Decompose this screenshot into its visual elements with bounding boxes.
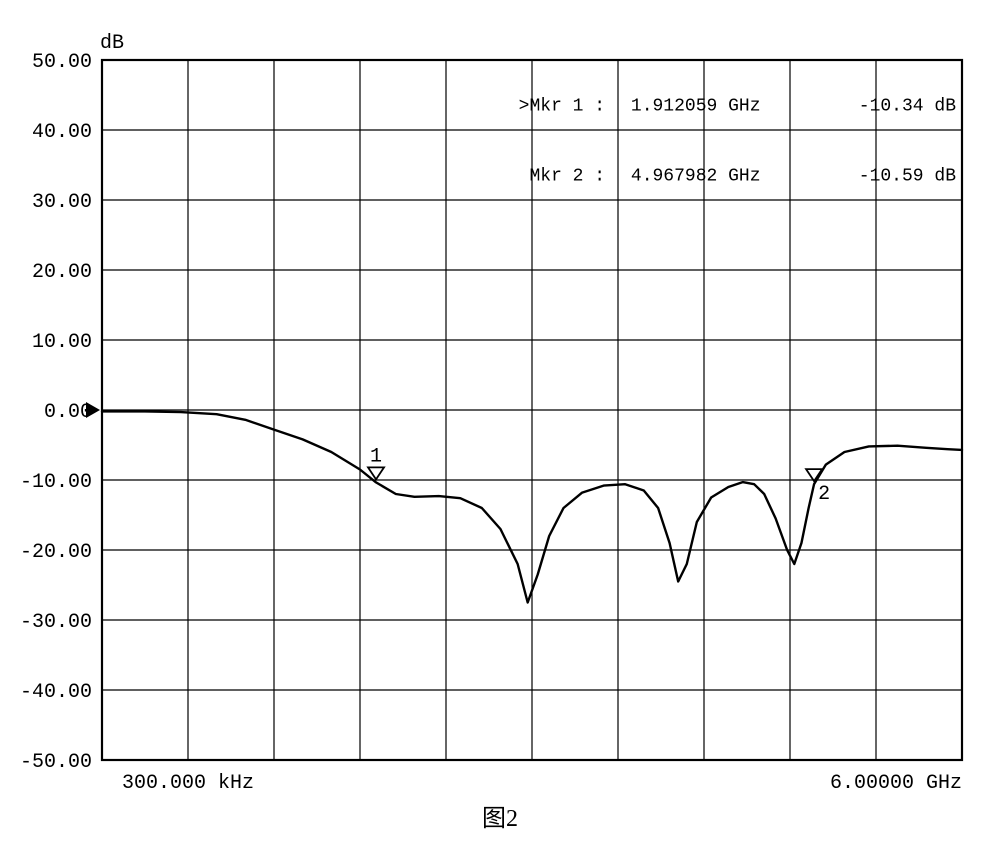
svg-text:4.967982 GHz: 4.967982 GHz	[631, 166, 761, 186]
svg-text:-10.59 dB: -10.59 dB	[859, 166, 956, 186]
svg-text:1.912059 GHz: 1.912059 GHz	[631, 96, 761, 116]
svg-text:>Mkr 1 :: >Mkr 1 :	[519, 96, 605, 116]
y-tick-label: -10.00	[20, 471, 92, 494]
y-tick-label: 30.00	[32, 191, 92, 214]
frequency-response-chart: 50.00 40.00 30.00 20.00 10.00 0.00 -10.00 -20.0…	[20, 20, 980, 790]
svg-text:Mkr 2 :: Mkr 2 :	[529, 166, 605, 186]
y-tick-label: 0.00	[44, 401, 92, 424]
y-unit-label: dB	[100, 32, 124, 55]
marker-label-2: 2	[818, 483, 830, 506]
y-tick-label: 10.00	[32, 331, 92, 354]
svg-text:-10.34 dB: -10.34 dB	[859, 96, 956, 116]
chart-svg: 50.00 40.00 30.00 20.00 10.00 0.00 -10.00 -20.0…	[20, 20, 980, 790]
y-tick-label: -40.00	[20, 681, 92, 704]
y-tick-label: -20.00	[20, 541, 92, 564]
figure-caption: 图2	[20, 798, 980, 833]
y-tick-label: -30.00	[20, 611, 92, 634]
y-tick-label: -50.00	[20, 751, 92, 774]
y-tick-label: 50.00	[32, 51, 92, 74]
x-end-label: 6.00000 GHz	[830, 772, 962, 790]
x-start-label: 300.000 kHz	[122, 772, 254, 790]
y-tick-label: 40.00	[32, 121, 92, 144]
y-tick-label: 20.00	[32, 261, 92, 284]
marker-label-1: 1	[370, 445, 382, 468]
